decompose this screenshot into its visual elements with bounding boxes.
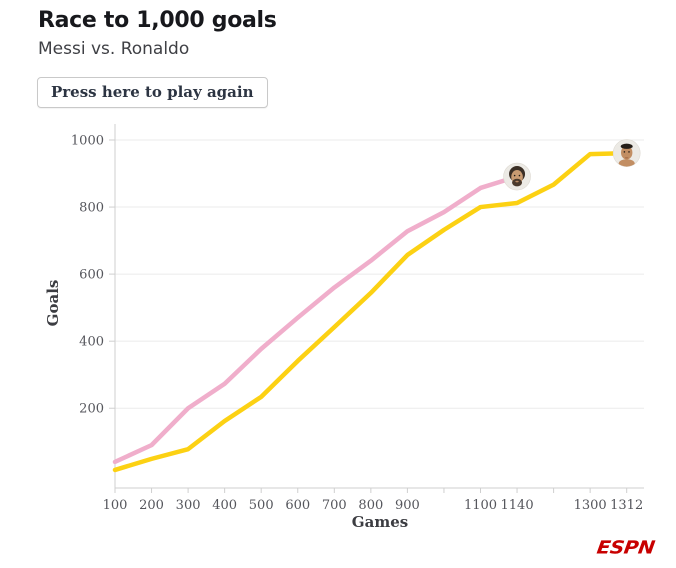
x-tick-label: 400 xyxy=(212,498,237,513)
avatar-face xyxy=(509,166,526,187)
eye xyxy=(518,174,521,177)
eye xyxy=(628,151,630,153)
y-axis-title: Goals xyxy=(44,280,62,327)
x-tick-label: 300 xyxy=(176,498,201,513)
x-tick-label: 1100 xyxy=(464,498,497,513)
y-tick-label: 400 xyxy=(79,335,104,350)
mouth xyxy=(624,157,629,159)
y-tick-label: 600 xyxy=(79,268,104,283)
x-tick-label: 700 xyxy=(322,498,347,513)
page-subtitle: Messi vs. Ronaldo xyxy=(38,39,190,59)
x-tick-label: 1300 xyxy=(574,498,607,513)
espn-logo: ESPN xyxy=(595,536,656,558)
x-tick-label: 900 xyxy=(395,498,420,513)
x-axis-title: Games xyxy=(352,513,408,531)
page-title: Race to 1,000 goals xyxy=(38,8,277,33)
eye xyxy=(623,151,626,153)
mouth xyxy=(515,180,519,183)
x-tick-label: 500 xyxy=(249,498,274,513)
messi-line xyxy=(112,174,520,465)
y-tick-label: 200 xyxy=(79,402,104,417)
x-tick-label: 1140 xyxy=(501,498,534,513)
messi-avatar xyxy=(503,162,531,191)
eye xyxy=(513,174,516,177)
x-tick-label: 1312 xyxy=(610,498,643,513)
x-tick-label: 200 xyxy=(139,498,164,513)
play-again-button[interactable]: Press here to play again xyxy=(37,77,268,108)
x-tick-label: 800 xyxy=(358,498,383,513)
shoulders xyxy=(618,159,635,167)
ronaldo-avatar xyxy=(612,139,641,167)
x-tick-label: 100 xyxy=(103,498,128,513)
face xyxy=(621,145,633,160)
beard xyxy=(512,178,523,187)
x-tick-label: 600 xyxy=(285,498,310,513)
y-tick-label: 800 xyxy=(79,201,104,216)
avatar-face xyxy=(618,143,635,167)
y-tick-label: 1000 xyxy=(71,134,104,149)
hair xyxy=(620,143,633,149)
ronaldo-line xyxy=(112,150,629,473)
